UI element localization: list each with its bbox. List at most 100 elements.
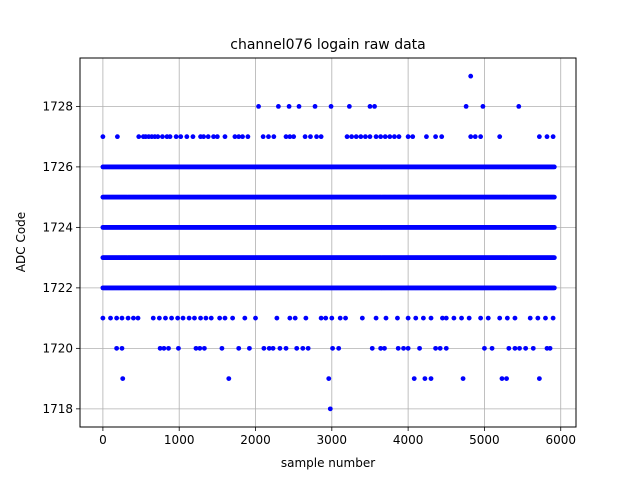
data-point (358, 134, 364, 140)
data-point (391, 134, 397, 140)
data-point (512, 315, 518, 321)
data-point (176, 345, 181, 351)
data-point (480, 103, 486, 109)
data-point (198, 315, 203, 321)
data-point (433, 345, 438, 351)
data-point (131, 315, 136, 321)
data-point (323, 315, 329, 321)
data-point (516, 103, 522, 109)
data-point (460, 376, 466, 382)
data-point (504, 315, 510, 321)
data-point (276, 103, 281, 109)
data-point (551, 224, 557, 230)
data-point (222, 315, 228, 321)
data-point (247, 345, 252, 351)
data-point (428, 376, 434, 382)
data-point (411, 376, 417, 382)
data-point (292, 315, 298, 321)
data-point (373, 134, 379, 140)
y-tick-label: 1726 (42, 160, 73, 174)
data-point (327, 406, 333, 412)
data-point (422, 376, 428, 382)
x-tick-label: 0 (99, 433, 107, 447)
data-point (120, 376, 126, 382)
y-tick-label: 1718 (42, 402, 73, 416)
x-axis-label: sample number (281, 456, 375, 470)
data-point (160, 134, 165, 140)
data-point (236, 134, 242, 140)
data-point (314, 134, 319, 140)
data-point (478, 134, 484, 140)
data-point (489, 345, 495, 351)
data-point (410, 134, 416, 140)
data-point (551, 255, 557, 261)
data-point (230, 315, 236, 321)
data-point (468, 73, 474, 79)
data-point (378, 134, 384, 140)
data-point (373, 315, 379, 321)
data-point (193, 345, 199, 351)
data-point (190, 134, 196, 140)
data-point (296, 103, 302, 109)
data-point (203, 315, 209, 321)
data-point (367, 103, 373, 109)
data-points (100, 73, 557, 412)
data-point (318, 315, 324, 321)
data-point (150, 315, 156, 321)
data-point (245, 134, 251, 140)
data-point (482, 345, 487, 351)
x-tick-label: 5000 (469, 433, 500, 447)
data-point (478, 315, 484, 321)
data-point (302, 134, 308, 140)
data-point (108, 315, 113, 321)
data-point (504, 376, 509, 382)
data-point (184, 134, 190, 140)
data-point (413, 315, 419, 321)
data-point (312, 103, 318, 109)
data-point (353, 134, 359, 140)
data-point (463, 103, 469, 109)
y-tick-label: 1728 (42, 99, 73, 113)
data-point (201, 345, 207, 351)
data-point (178, 134, 184, 140)
data-point (114, 345, 120, 351)
data-point (180, 315, 186, 321)
data-point (396, 134, 402, 140)
data-point (167, 134, 173, 140)
x-tick-label: 4000 (393, 433, 424, 447)
data-point (330, 345, 335, 351)
x-tick-label: 6000 (545, 433, 576, 447)
data-point (472, 134, 478, 140)
data-point (369, 345, 375, 351)
data-point (274, 315, 280, 321)
chart-title: channel076 logain raw data (230, 37, 425, 53)
data-point (544, 134, 550, 140)
data-point (205, 134, 211, 140)
data-point (346, 103, 352, 109)
data-point (405, 345, 411, 351)
dense-band-1725 (100, 194, 557, 200)
data-point (527, 315, 533, 321)
plot-frame (79, 57, 577, 428)
data-point (226, 376, 232, 382)
y-axis-ticks: 1718 1720 1722 1724 1726 1728 (42, 99, 80, 416)
data-point (236, 345, 242, 351)
data-point (551, 285, 557, 291)
data-point (443, 345, 449, 351)
data-point (378, 345, 384, 351)
data-point (175, 315, 181, 321)
data-point (119, 315, 125, 321)
data-point (156, 315, 162, 321)
data-point (305, 345, 311, 351)
grid-lines (80, 58, 576, 427)
data-point (367, 134, 373, 140)
data-point (512, 345, 518, 351)
data-point (535, 315, 541, 321)
data-point (242, 315, 248, 321)
data-point (100, 134, 106, 140)
data-point (439, 134, 445, 140)
data-point (173, 134, 179, 140)
data-point (100, 315, 106, 321)
data-point (286, 103, 292, 109)
data-point (499, 376, 505, 382)
